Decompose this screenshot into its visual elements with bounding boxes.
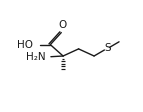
- Text: S: S: [105, 43, 111, 53]
- Text: O: O: [58, 20, 67, 30]
- Text: H₂N: H₂N: [26, 52, 45, 62]
- Text: HO: HO: [17, 40, 33, 50]
